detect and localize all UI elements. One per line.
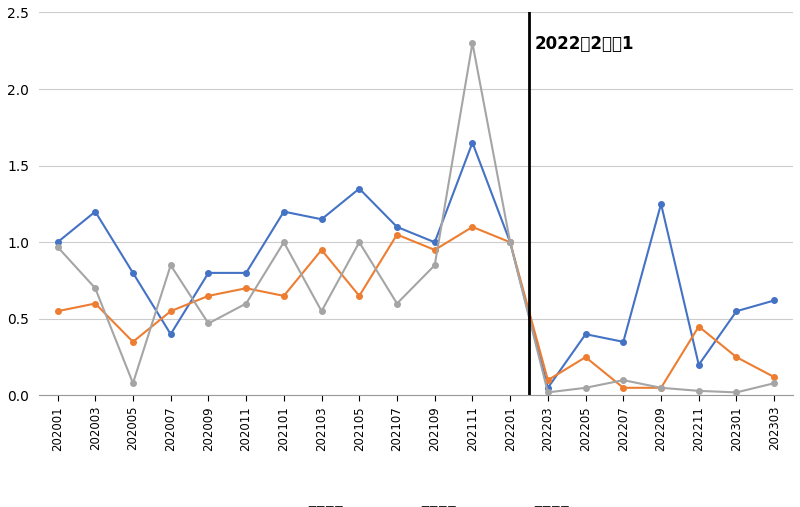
電気機械	[392, 232, 402, 238]
Text: 2022年2月＝1: 2022年2月＝1	[534, 35, 634, 53]
電気機械	[618, 385, 628, 391]
Line: 輸送機械: 輸送機械	[54, 41, 777, 395]
輸送機械	[317, 308, 326, 314]
一般機械	[506, 239, 515, 245]
電気機械	[656, 385, 666, 391]
Line: 一般機械: 一般機械	[54, 140, 777, 390]
一般機械	[166, 331, 175, 337]
輸送機械	[354, 239, 364, 245]
輸送機械	[392, 301, 402, 307]
一般機械	[732, 308, 742, 314]
一般機械	[204, 270, 214, 276]
輸送機械	[543, 389, 553, 395]
輸送機械	[279, 239, 289, 245]
電気機械	[128, 339, 138, 345]
電気機械	[430, 247, 439, 253]
電気機械	[90, 301, 100, 307]
電気機械	[279, 293, 289, 299]
輸送機械	[128, 380, 138, 386]
一般機械	[543, 385, 553, 391]
輸送機械	[90, 285, 100, 291]
輸送機械	[694, 388, 703, 394]
電気機械	[242, 285, 251, 291]
電気機械	[468, 224, 478, 230]
電気機械	[581, 354, 590, 360]
一般機械	[354, 186, 364, 192]
電気機械	[317, 247, 326, 253]
一般機械	[430, 239, 439, 245]
輸送機械	[468, 40, 478, 46]
輸送機械	[581, 385, 590, 391]
一般機械	[392, 224, 402, 230]
輸送機械	[166, 262, 175, 268]
電気機械	[732, 354, 742, 360]
一般機械	[53, 239, 62, 245]
Legend: 一般機械, 電気機械, 輸送機械: 一般機械, 電気機械, 輸送機械	[256, 499, 576, 507]
Line: 電気機械: 電気機械	[54, 224, 777, 390]
輸送機械	[506, 239, 515, 245]
輸送機械	[770, 380, 779, 386]
一般機械	[242, 270, 251, 276]
電気機械	[543, 377, 553, 383]
輸送機械	[618, 377, 628, 383]
電気機械	[506, 239, 515, 245]
電気機械	[53, 308, 62, 314]
輸送機械	[732, 389, 742, 395]
輸送機械	[53, 244, 62, 250]
一般機械	[581, 331, 590, 337]
一般機械	[279, 208, 289, 214]
一般機械	[694, 362, 703, 368]
一般機械	[317, 216, 326, 222]
電気機械	[204, 293, 214, 299]
輸送機械	[656, 385, 666, 391]
一般機械	[90, 208, 100, 214]
一般機械	[128, 270, 138, 276]
輸送機械	[242, 301, 251, 307]
一般機械	[770, 298, 779, 304]
電気機械	[770, 374, 779, 380]
輸送機械	[204, 320, 214, 327]
一般機械	[656, 201, 666, 207]
電気機械	[694, 323, 703, 330]
輸送機械	[430, 262, 439, 268]
電気機械	[166, 308, 175, 314]
一般機械	[468, 139, 478, 146]
一般機械	[618, 339, 628, 345]
電気機械	[354, 293, 364, 299]
